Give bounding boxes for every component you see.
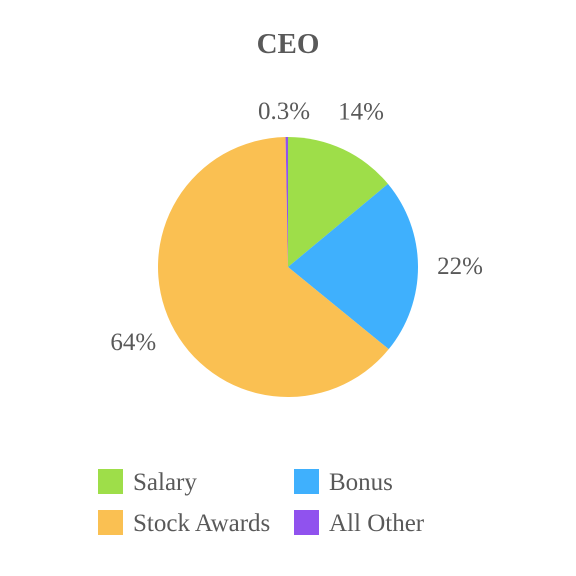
- legend: Salary Bonus Stock Awards All Other: [98, 469, 425, 537]
- legend-item-all-other: All Other: [294, 510, 425, 537]
- legend-swatch-salary: [98, 469, 123, 494]
- data-label-all-other: 0.3%: [258, 98, 310, 125]
- legend-label-stock-awards: Stock Awards: [133, 510, 270, 537]
- pie-slice-all-other: [285, 137, 288, 267]
- legend-label-salary: Salary: [133, 469, 197, 496]
- pie-slice-bonus: [288, 183, 418, 350]
- pie-slices: [158, 137, 418, 397]
- data-label-bonus: 22%: [437, 253, 483, 280]
- legend-swatch-stock-awards: [98, 510, 123, 535]
- pie-slice-stock-awards: [158, 137, 389, 397]
- legend-swatch-bonus: [294, 469, 319, 494]
- legend-item-bonus: Bonus: [294, 469, 393, 496]
- legend-swatch-all-other: [294, 510, 319, 535]
- legend-item-salary: Salary: [98, 469, 197, 496]
- pie-slice-salary: [288, 137, 388, 267]
- legend-label-all-other: All Other: [329, 510, 425, 537]
- data-labels: 14% 22% 64% 0.3%: [110, 98, 483, 356]
- data-label-stock-awards: 64%: [110, 329, 156, 356]
- chart-title: CEO: [257, 28, 320, 60]
- data-label-salary: 14%: [338, 98, 384, 125]
- legend-item-stock-awards: Stock Awards: [98, 510, 270, 537]
- legend-label-bonus: Bonus: [329, 469, 393, 496]
